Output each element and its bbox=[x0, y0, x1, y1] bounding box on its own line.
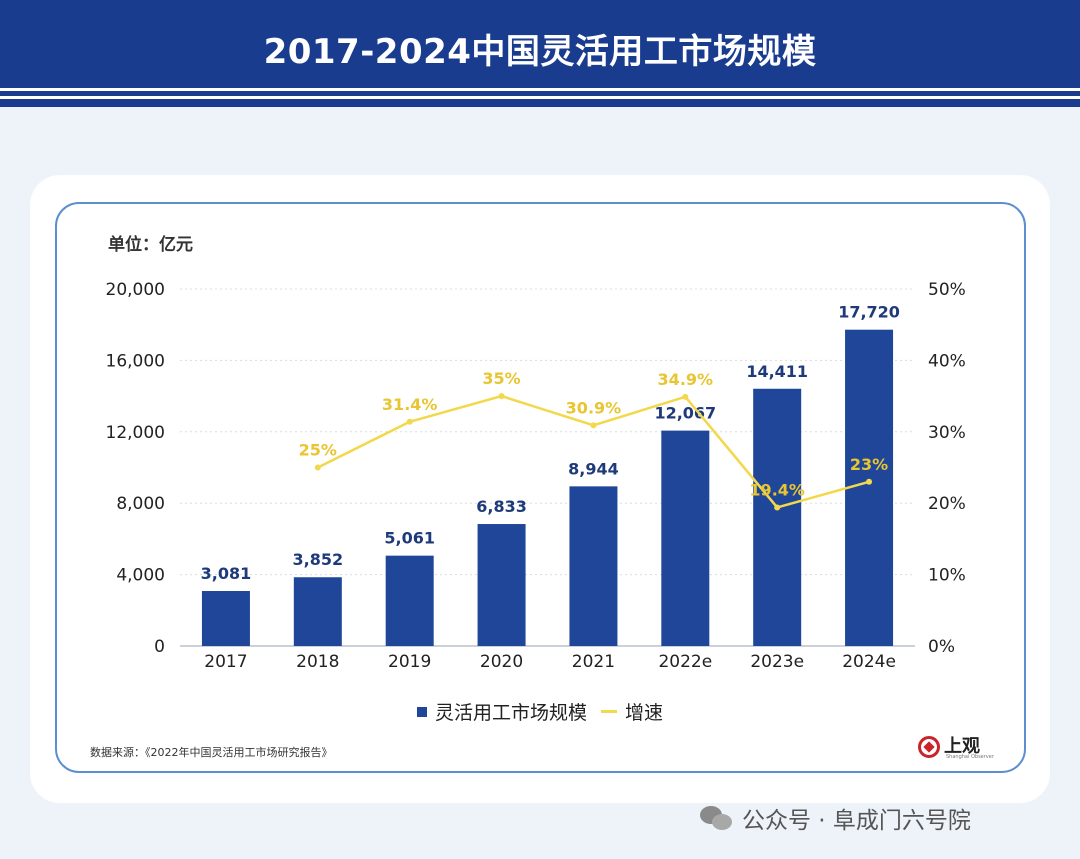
bar bbox=[201, 591, 250, 646]
left-axis-tick-label: 20,000 bbox=[106, 280, 165, 300]
bar bbox=[753, 388, 802, 646]
right-axis-tick-label: 40% bbox=[928, 351, 966, 371]
bar-value-label: 17,720 bbox=[838, 303, 900, 322]
bar-value-label: 3,081 bbox=[201, 564, 252, 583]
right-axis-tick-label: 0% bbox=[928, 637, 955, 657]
legend-label-bar: 灵活用工市场规模 bbox=[434, 702, 587, 724]
bar bbox=[661, 430, 710, 646]
bar-value-label: 12,067 bbox=[654, 404, 716, 423]
growth-value-label: 25% bbox=[299, 441, 337, 460]
right-axis-tick-label: 30% bbox=[928, 423, 966, 443]
bar bbox=[569, 486, 618, 646]
growth-point bbox=[590, 422, 597, 429]
legend-swatch-line bbox=[601, 710, 617, 713]
bar-value-label: 6,833 bbox=[476, 497, 527, 516]
bar-value-label: 3,852 bbox=[293, 550, 344, 569]
left-axis-tick-label: 4,000 bbox=[116, 566, 165, 586]
header-rule-top bbox=[0, 88, 1080, 91]
legend-label-line: 增速 bbox=[625, 702, 664, 724]
x-axis-tick-label: 2019 bbox=[388, 652, 431, 672]
growth-point bbox=[774, 504, 781, 511]
unit-label: 单位：亿元 bbox=[108, 235, 193, 255]
logo-mark-icon bbox=[918, 736, 940, 758]
x-axis-tick-label: 2020 bbox=[480, 652, 523, 672]
watermark-text: 公众号 · 阜成门六号院 bbox=[742, 808, 971, 834]
bar bbox=[293, 577, 342, 646]
source-note: 数据来源：《2022年中国灵活用工市场研究报告》 bbox=[90, 746, 333, 759]
header-banner: 2017-2024中国灵活用工市场规模 bbox=[0, 0, 1080, 107]
page-title: 2017-2024中国灵活用工市场规模 bbox=[263, 32, 817, 72]
left-axis-tick-label: 12,000 bbox=[106, 423, 165, 443]
logo-subtext: Shanghai Observer bbox=[946, 754, 994, 760]
chart-legend: 灵活用工市场规模 增速 bbox=[0, 698, 1080, 725]
left-axis-tick-label: 16,000 bbox=[106, 351, 165, 371]
growth-value-label: 19.4% bbox=[749, 480, 805, 499]
growth-value-label: 34.9% bbox=[658, 370, 714, 389]
x-axis-tick-label: 2024e bbox=[842, 652, 896, 672]
legend-item-line: 增速 bbox=[601, 698, 663, 725]
header-rule-bottom bbox=[0, 96, 1080, 99]
left-axis-tick-label: 8,000 bbox=[116, 494, 165, 514]
growth-value-label: 23% bbox=[850, 455, 888, 474]
bar bbox=[845, 329, 894, 646]
growth-point bbox=[866, 478, 873, 485]
x-axis-tick-label: 2018 bbox=[296, 652, 339, 672]
x-axis-tick-label: 2023e bbox=[750, 652, 804, 672]
left-axis-tick-label: 0 bbox=[154, 637, 165, 657]
logo-text: 上观 bbox=[944, 736, 980, 757]
bar bbox=[477, 524, 526, 646]
bar-value-label: 5,061 bbox=[384, 529, 435, 548]
x-axis-tick-label: 2021 bbox=[572, 652, 615, 672]
growth-point bbox=[406, 418, 413, 425]
right-axis-tick-label: 20% bbox=[928, 494, 966, 514]
shanghai-observer-logo: 上观 Shanghai Observer bbox=[918, 732, 998, 762]
wechat-icon bbox=[700, 804, 734, 832]
wechat-watermark: 公众号 · 阜成门六号院 bbox=[700, 800, 971, 836]
growth-point bbox=[314, 464, 321, 471]
growth-value-label: 31.4% bbox=[382, 395, 438, 414]
x-axis-tick-label: 2022e bbox=[658, 652, 712, 672]
bar-value-label: 14,411 bbox=[746, 362, 808, 381]
right-axis-tick-label: 10% bbox=[928, 566, 966, 586]
x-axis-tick-label: 2017 bbox=[204, 652, 247, 672]
growth-value-label: 35% bbox=[482, 369, 520, 388]
growth-point bbox=[682, 393, 689, 400]
bar bbox=[385, 555, 434, 646]
growth-point bbox=[498, 393, 505, 400]
bar-value-label: 8,944 bbox=[568, 459, 619, 478]
growth-value-label: 30.9% bbox=[566, 398, 622, 417]
legend-swatch-bar bbox=[416, 706, 427, 717]
right-axis-tick-label: 50% bbox=[928, 280, 966, 300]
legend-item-bar: 灵活用工市场规模 bbox=[416, 698, 587, 725]
